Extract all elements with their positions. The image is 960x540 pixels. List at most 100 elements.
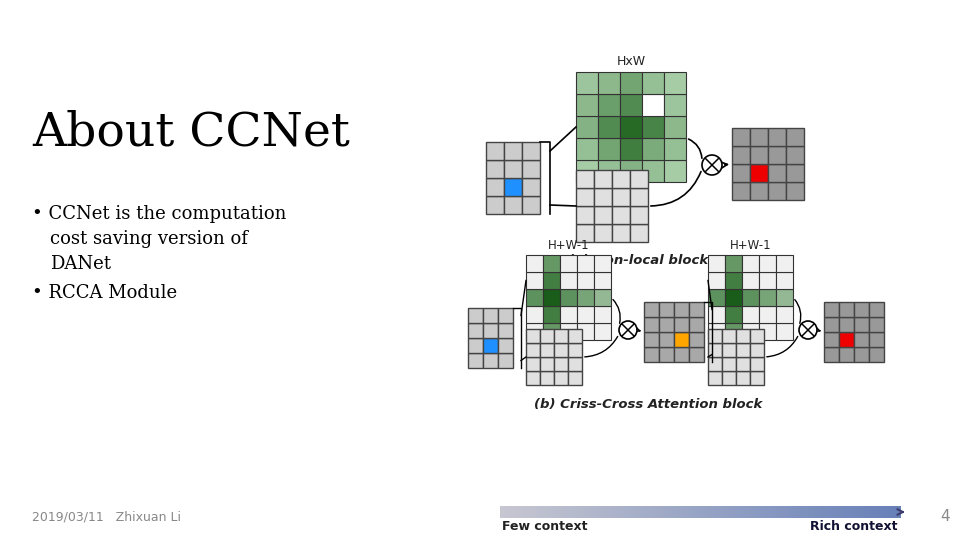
Bar: [698, 506, 701, 518]
Bar: [846, 506, 849, 518]
Bar: [598, 94, 620, 116]
Bar: [692, 506, 694, 518]
Bar: [828, 506, 830, 518]
Bar: [722, 357, 736, 371]
Bar: [576, 160, 598, 182]
Bar: [526, 289, 543, 306]
Bar: [674, 506, 677, 518]
Bar: [810, 506, 812, 518]
Bar: [548, 506, 550, 518]
Bar: [524, 506, 526, 518]
Bar: [483, 323, 498, 338]
Bar: [483, 353, 498, 368]
Bar: [598, 506, 601, 518]
Bar: [674, 332, 689, 347]
Bar: [758, 506, 760, 518]
Bar: [534, 506, 537, 518]
Bar: [636, 506, 638, 518]
Bar: [786, 164, 804, 182]
Bar: [816, 506, 819, 518]
Bar: [642, 506, 644, 518]
Bar: [598, 160, 620, 182]
Bar: [638, 506, 640, 518]
Bar: [552, 506, 555, 518]
Bar: [759, 255, 776, 272]
Bar: [608, 506, 611, 518]
Bar: [880, 506, 882, 518]
Bar: [776, 255, 793, 272]
Bar: [483, 308, 498, 323]
Bar: [468, 353, 483, 368]
Bar: [598, 138, 620, 160]
Bar: [624, 506, 627, 518]
Bar: [678, 506, 681, 518]
Bar: [726, 506, 729, 518]
Bar: [598, 116, 620, 138]
Bar: [642, 138, 664, 160]
Bar: [708, 306, 725, 323]
Bar: [646, 506, 649, 518]
Bar: [543, 272, 560, 289]
Bar: [664, 160, 686, 182]
Bar: [486, 142, 504, 160]
Bar: [594, 206, 612, 224]
Bar: [730, 506, 732, 518]
Bar: [894, 506, 897, 518]
Bar: [738, 506, 740, 518]
Bar: [536, 506, 539, 518]
Bar: [508, 506, 511, 518]
Text: • RCCA Module: • RCCA Module: [32, 284, 178, 302]
Bar: [644, 347, 659, 362]
Bar: [766, 506, 769, 518]
Bar: [666, 506, 668, 518]
Bar: [577, 255, 594, 272]
Bar: [742, 323, 759, 340]
Bar: [854, 317, 869, 332]
Bar: [600, 506, 603, 518]
Bar: [742, 506, 745, 518]
Bar: [620, 138, 642, 160]
Bar: [718, 506, 721, 518]
Bar: [642, 160, 664, 182]
Bar: [634, 506, 636, 518]
Bar: [574, 506, 577, 518]
Bar: [659, 302, 674, 317]
Bar: [750, 146, 768, 164]
Bar: [736, 371, 750, 385]
Bar: [798, 506, 801, 518]
Bar: [498, 353, 513, 368]
Bar: [722, 343, 736, 357]
Bar: [522, 506, 524, 518]
Bar: [512, 506, 515, 518]
Bar: [670, 506, 673, 518]
Text: cost saving version of: cost saving version of: [50, 230, 248, 248]
Bar: [622, 506, 625, 518]
Bar: [690, 506, 692, 518]
Bar: [594, 272, 611, 289]
Bar: [642, 94, 664, 116]
Text: H+W-1: H+W-1: [548, 239, 589, 252]
Bar: [784, 506, 786, 518]
Bar: [822, 506, 825, 518]
Bar: [560, 255, 577, 272]
Bar: [498, 338, 513, 353]
Bar: [722, 371, 736, 385]
Text: 4: 4: [941, 509, 950, 524]
Bar: [854, 347, 869, 362]
Bar: [630, 170, 648, 188]
Bar: [874, 506, 876, 518]
Bar: [839, 347, 854, 362]
Bar: [872, 506, 875, 518]
Bar: [568, 506, 570, 518]
Bar: [620, 506, 622, 518]
Bar: [554, 506, 557, 518]
Bar: [558, 506, 561, 518]
Bar: [542, 506, 544, 518]
Bar: [860, 506, 862, 518]
Bar: [660, 506, 662, 518]
Bar: [594, 170, 612, 188]
Bar: [812, 506, 814, 518]
Bar: [839, 302, 854, 317]
Bar: [566, 506, 568, 518]
Bar: [689, 332, 704, 347]
